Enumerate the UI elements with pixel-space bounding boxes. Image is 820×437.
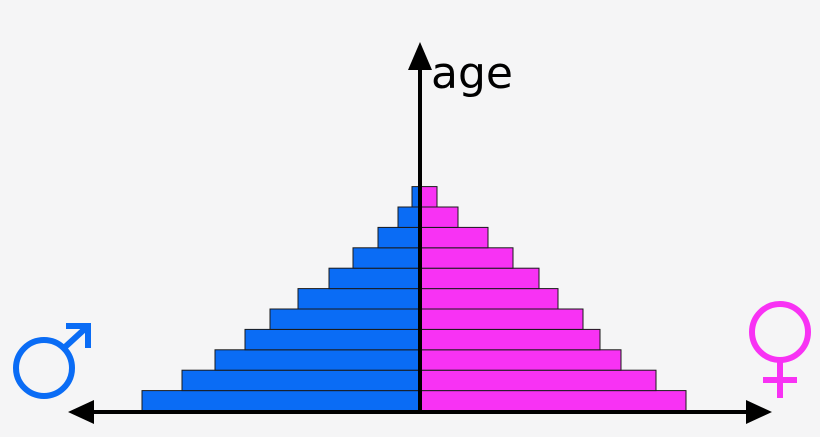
male-bar-4 [269, 308, 421, 330]
male-bars [141, 186, 421, 412]
male-bar-1 [181, 369, 421, 392]
female-bar-5 [419, 288, 559, 310]
male-bar-9 [397, 206, 421, 228]
female-symbol-icon [749, 301, 811, 398]
female-bar-7 [419, 247, 514, 269]
male-bar-7 [352, 247, 421, 269]
female-bar-3 [419, 328, 601, 351]
male-bar-6 [328, 267, 421, 290]
male-bar-8 [377, 226, 421, 249]
female-bar-10 [419, 186, 438, 208]
female-bar-9 [419, 206, 459, 228]
age-axis-label: age [431, 48, 513, 99]
male-bar-5 [297, 288, 421, 310]
female-bar-4 [419, 308, 584, 330]
female-bar-2 [419, 349, 622, 371]
female-bar-1 [419, 369, 657, 392]
male-bar-3 [244, 328, 421, 351]
axis-arrow-left [68, 400, 94, 424]
female-bars [419, 186, 687, 412]
male-symbol-icon [13, 323, 91, 399]
female-bar-8 [419, 226, 489, 249]
female-bar-6 [419, 267, 540, 290]
axis-arrow-right [746, 400, 772, 424]
female-bar-0 [419, 390, 687, 412]
male-bar-2 [214, 349, 421, 371]
male-bar-0 [141, 390, 421, 412]
age-axis-arrow-up [408, 42, 432, 70]
